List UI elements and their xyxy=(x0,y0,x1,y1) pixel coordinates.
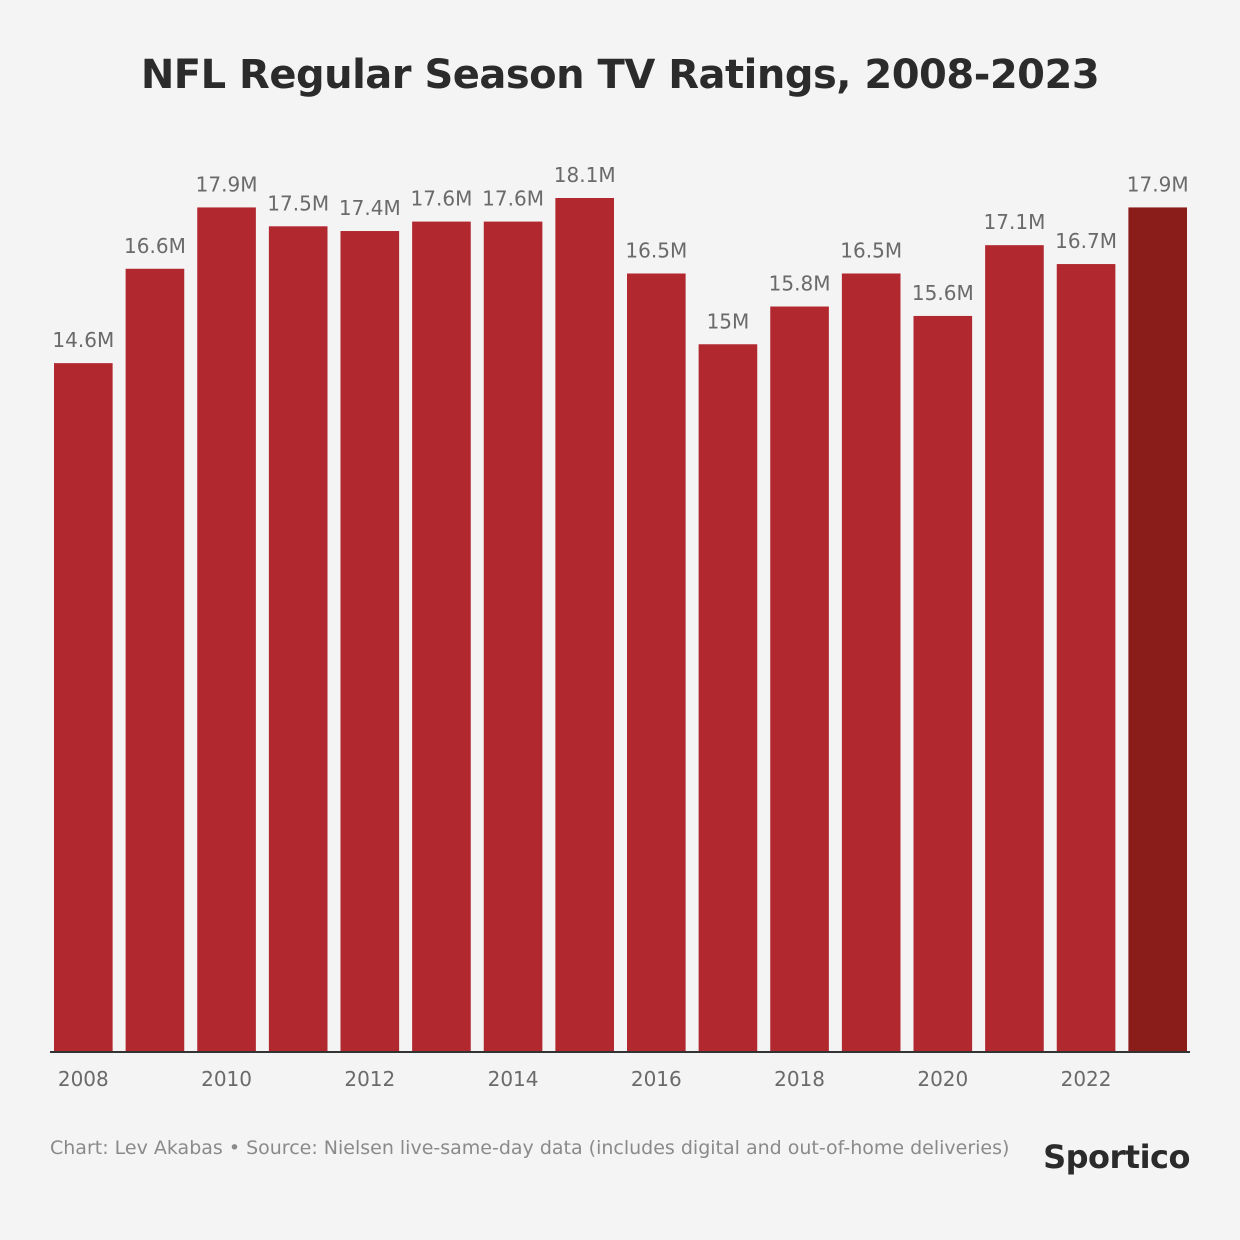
value-label-2018: 15.8M xyxy=(769,272,831,296)
x-tick-2022: 2022 xyxy=(1061,1067,1112,1091)
bar-2013 xyxy=(412,221,471,1052)
value-label-2016: 16.5M xyxy=(625,238,687,262)
value-label-2017: 15M xyxy=(707,309,750,333)
bar-2016 xyxy=(627,273,686,1052)
x-tick-2012: 2012 xyxy=(344,1067,395,1091)
value-labels-group: 14.6M 16.6M 17.9M 17.5M 17.4M 17.6M 17.6M 18.1M… xyxy=(52,163,1188,352)
bar-2014 xyxy=(483,221,543,1052)
value-label-2021: 17.1M xyxy=(984,210,1046,234)
source-note: Chart: Lev Akabas • Source: Nielsen live… xyxy=(50,1137,1010,1159)
value-label-2020: 15.6M xyxy=(912,281,974,305)
value-label-2010: 17.9M xyxy=(196,172,258,196)
x-tick-2010: 2010 xyxy=(201,1067,252,1091)
bar-2022 xyxy=(1056,264,1116,1052)
bar-2009 xyxy=(125,268,185,1053)
chart-title: NFL Regular Season TV Ratings, 2008-2023 xyxy=(140,52,1100,98)
value-label-2019: 16.5M xyxy=(840,238,902,262)
value-label-2023: 17.9M xyxy=(1127,172,1189,196)
bar-2023 xyxy=(1128,207,1187,1052)
value-label-2008: 14.6M xyxy=(52,328,114,352)
bar-2018 xyxy=(770,306,829,1052)
bars-group xyxy=(54,198,1187,1053)
brand-logo: Sportico xyxy=(1043,1138,1190,1176)
bar-chart: 14.6M 16.6M 17.9M 17.5M 17.4M 17.6M 17.6M 18.1M… xyxy=(50,163,1190,1091)
bar-2012 xyxy=(340,231,400,1053)
bar-2019 xyxy=(841,273,901,1052)
x-tick-2016: 2016 xyxy=(631,1067,682,1091)
value-label-2011: 17.5M xyxy=(267,191,329,215)
bar-2008 xyxy=(54,363,113,1052)
value-label-2014: 17.6M xyxy=(482,187,544,211)
bar-2021 xyxy=(985,245,1044,1053)
value-label-2022: 16.7M xyxy=(1055,229,1117,253)
bar-2011 xyxy=(268,226,328,1052)
value-label-2015: 18.1M xyxy=(554,163,616,187)
x-tick-2020: 2020 xyxy=(917,1067,968,1091)
value-label-2009: 16.6M xyxy=(124,234,186,258)
bar-2015 xyxy=(555,198,614,1052)
x-tick-2014: 2014 xyxy=(488,1067,539,1091)
x-tick-2008: 2008 xyxy=(58,1067,109,1091)
bar-2010 xyxy=(197,207,256,1052)
value-label-2012: 17.4M xyxy=(339,196,401,220)
bar-2017 xyxy=(698,344,758,1052)
x-tick-2018: 2018 xyxy=(774,1067,825,1091)
bar-2020 xyxy=(913,315,973,1052)
x-ticks-group: 2008 2010 2012 2014 2016 2018 2020 2022 xyxy=(58,1067,1112,1091)
value-label-2013: 17.6M xyxy=(411,187,473,211)
